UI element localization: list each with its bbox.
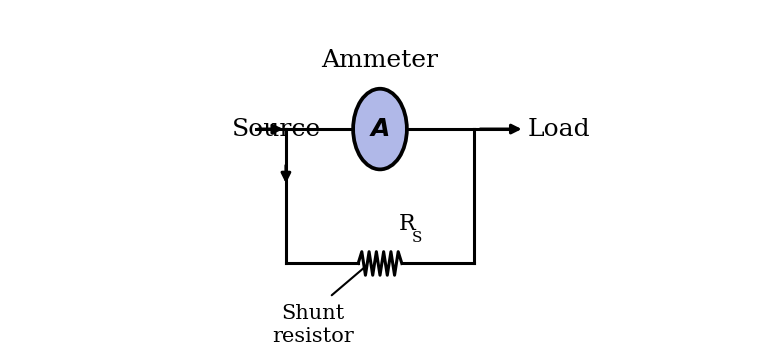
Text: R: R [398, 213, 415, 235]
Text: Shunt
resistor: Shunt resistor [272, 304, 353, 346]
Text: S: S [412, 231, 423, 245]
Text: Source: Source [232, 118, 321, 141]
Text: Ammeter: Ammeter [321, 49, 439, 72]
Ellipse shape [353, 89, 407, 169]
Text: A: A [370, 117, 390, 141]
Text: Load: Load [528, 118, 591, 141]
